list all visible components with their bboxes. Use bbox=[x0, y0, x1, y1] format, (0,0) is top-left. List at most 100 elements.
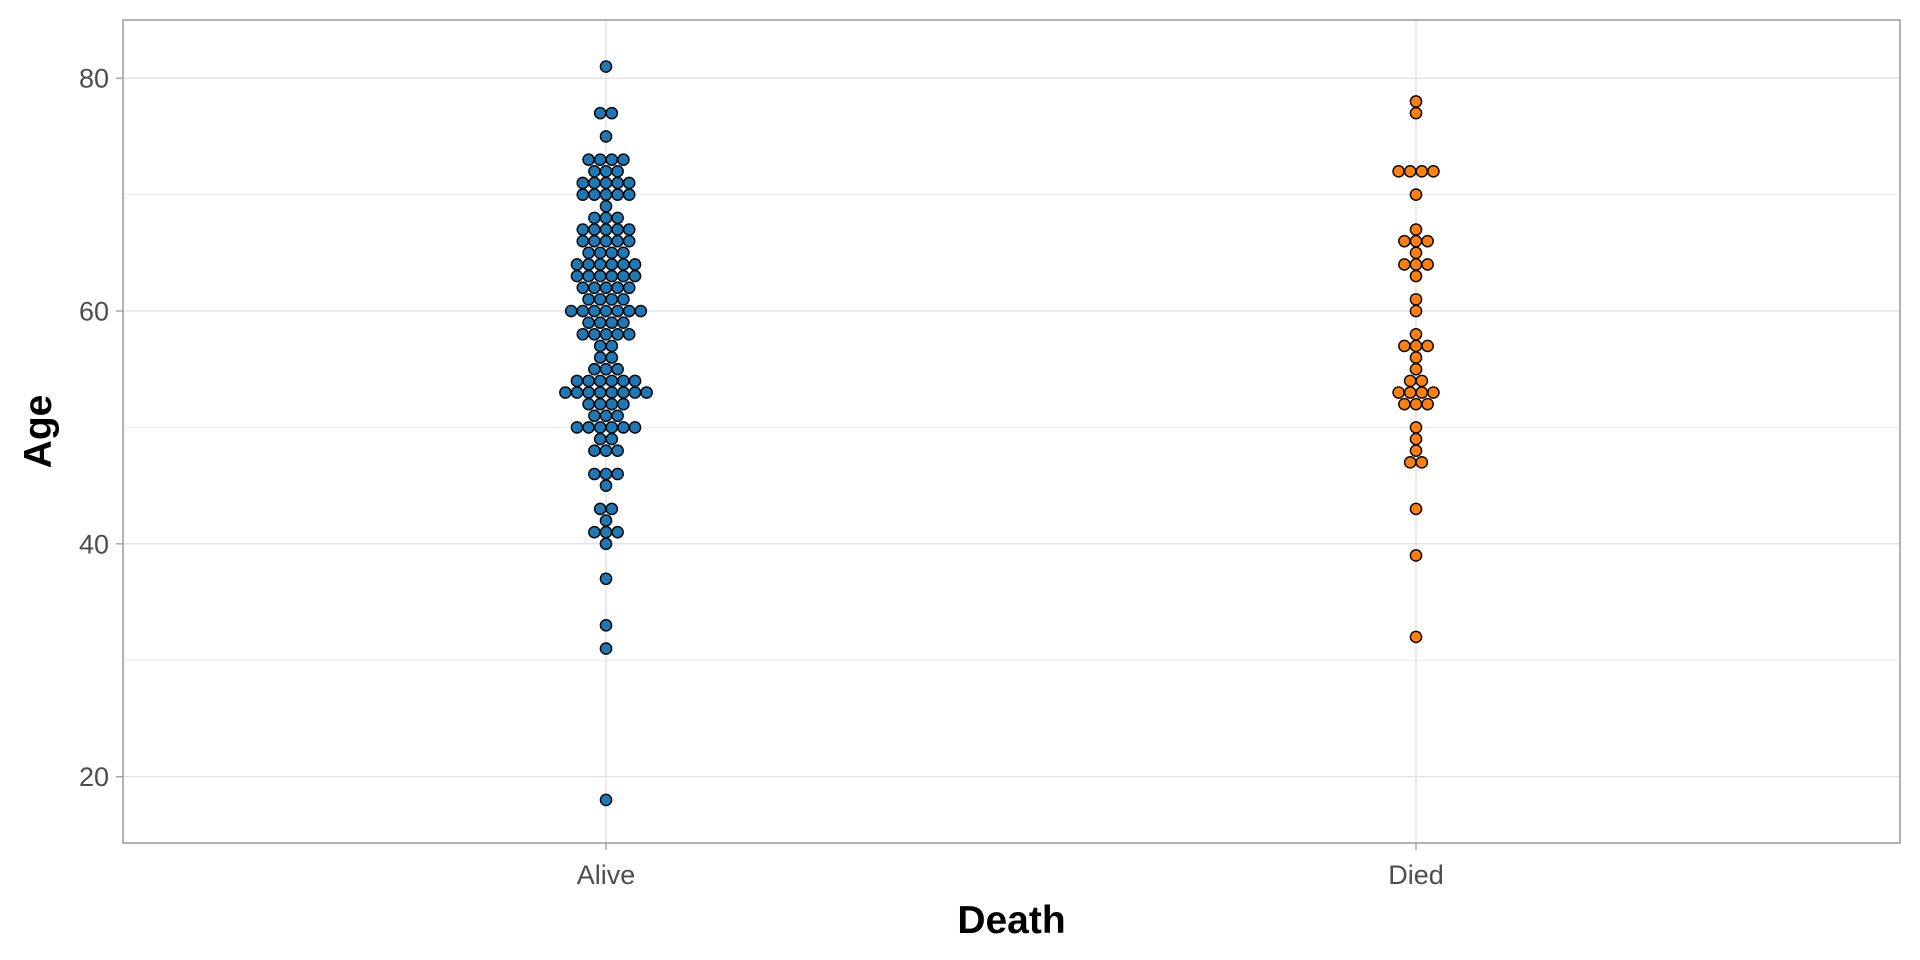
data-point-alive bbox=[605, 106, 619, 120]
data-point-alive bbox=[599, 211, 613, 225]
data-point-alive bbox=[582, 397, 595, 411]
data-point-alive bbox=[599, 619, 613, 632]
data-point-alive bbox=[599, 525, 613, 539]
data-point-alive bbox=[588, 188, 601, 201]
data-point-alive bbox=[640, 386, 653, 399]
data-point-alive bbox=[611, 444, 624, 458]
data-point-alive bbox=[611, 467, 624, 481]
data-point-alive bbox=[582, 258, 595, 271]
data-point-died bbox=[1427, 165, 1440, 178]
data-point-alive bbox=[593, 374, 607, 388]
data-point-alive bbox=[576, 281, 590, 295]
data-point-alive bbox=[576, 234, 590, 248]
data-point-alive bbox=[611, 281, 624, 295]
data-point-alive bbox=[593, 153, 607, 166]
data-point-alive bbox=[622, 188, 636, 201]
data-point-died bbox=[1409, 223, 1423, 236]
data-point-died bbox=[1409, 444, 1423, 458]
data-point-alive bbox=[593, 316, 607, 329]
data-point-alive bbox=[599, 176, 613, 190]
data-point-alive bbox=[559, 386, 572, 399]
data-point-alive bbox=[611, 409, 624, 423]
data-point-alive bbox=[617, 269, 630, 283]
data-point-alive bbox=[576, 176, 590, 190]
data-point-alive bbox=[593, 432, 607, 446]
data-point-alive bbox=[605, 397, 619, 411]
data-point-died bbox=[1398, 339, 1411, 353]
data-point-alive bbox=[605, 339, 619, 353]
data-point-alive bbox=[599, 60, 613, 73]
data-point-alive bbox=[611, 211, 624, 225]
y-axis-title: Age bbox=[17, 395, 60, 469]
x-tick-label: Alive bbox=[577, 860, 636, 890]
data-point-alive bbox=[588, 281, 601, 295]
data-point-died bbox=[1409, 304, 1423, 318]
data-point-died bbox=[1409, 293, 1423, 306]
data-point-died bbox=[1409, 421, 1423, 434]
data-point-alive bbox=[599, 409, 613, 423]
axis-ticks: 20 40 60 80 Alive Died bbox=[79, 64, 1444, 890]
data-point-died bbox=[1409, 397, 1423, 411]
data-point-alive bbox=[622, 281, 636, 295]
data-point-alive bbox=[617, 397, 630, 411]
data-point-alive bbox=[599, 304, 613, 318]
data-point-died bbox=[1409, 269, 1423, 283]
data-point-died bbox=[1409, 362, 1423, 376]
grid bbox=[123, 20, 1900, 843]
data-point-alive bbox=[576, 188, 590, 201]
data-point-alive bbox=[576, 327, 590, 341]
data-point-died bbox=[1403, 386, 1417, 399]
data-point-alive bbox=[605, 351, 619, 364]
data-point-alive bbox=[634, 304, 648, 318]
data-point-alive bbox=[599, 234, 613, 248]
data-point-died bbox=[1409, 327, 1423, 341]
data-point-alive bbox=[582, 316, 595, 329]
data-point-died bbox=[1409, 234, 1423, 248]
data-point-alive bbox=[593, 421, 607, 434]
data-point-alive bbox=[582, 421, 595, 434]
data-point-alive bbox=[611, 234, 624, 248]
data-point-alive bbox=[617, 386, 630, 399]
data-point-alive bbox=[593, 502, 607, 516]
data-point-alive bbox=[617, 258, 630, 271]
data-point-alive bbox=[605, 374, 619, 388]
data-point-died bbox=[1409, 339, 1423, 353]
data-point-died bbox=[1398, 234, 1411, 248]
data-point-alive bbox=[611, 165, 624, 178]
data-point-alive bbox=[605, 153, 619, 166]
y-tick-label: 40 bbox=[79, 529, 109, 559]
data-point-alive bbox=[628, 269, 642, 283]
data-point-alive bbox=[605, 293, 619, 306]
data-point-alive bbox=[593, 386, 607, 399]
data-point-alive bbox=[605, 269, 619, 283]
data-point-alive bbox=[617, 246, 630, 260]
data-point-alive bbox=[599, 444, 613, 458]
data-point-alive bbox=[593, 351, 607, 364]
data-point-alive bbox=[593, 269, 607, 283]
data-point-died bbox=[1409, 502, 1423, 516]
data-point-died bbox=[1403, 374, 1417, 388]
data-point-alive bbox=[611, 304, 624, 318]
data-point-alive bbox=[628, 258, 642, 271]
data-point-died bbox=[1415, 456, 1429, 469]
data-point-alive bbox=[617, 153, 630, 166]
data-point-alive bbox=[611, 362, 624, 376]
data-point-alive bbox=[605, 316, 619, 329]
data-point-died bbox=[1409, 630, 1423, 644]
data-point-alive bbox=[576, 304, 590, 318]
data-point-alive bbox=[605, 258, 619, 271]
data-point-died bbox=[1403, 456, 1417, 469]
data-point-died bbox=[1409, 432, 1423, 446]
data-point-alive bbox=[570, 269, 584, 283]
data-point-alive bbox=[588, 525, 601, 539]
data-point-alive bbox=[599, 514, 613, 527]
data-point-alive bbox=[593, 258, 607, 271]
data-point-alive bbox=[576, 223, 590, 236]
data-point-alive bbox=[605, 386, 619, 399]
data-point-alive bbox=[564, 304, 578, 318]
data-point-alive bbox=[599, 223, 613, 236]
data-point-died bbox=[1427, 386, 1440, 399]
data-point-died bbox=[1398, 258, 1411, 271]
data-point-died bbox=[1392, 386, 1405, 399]
